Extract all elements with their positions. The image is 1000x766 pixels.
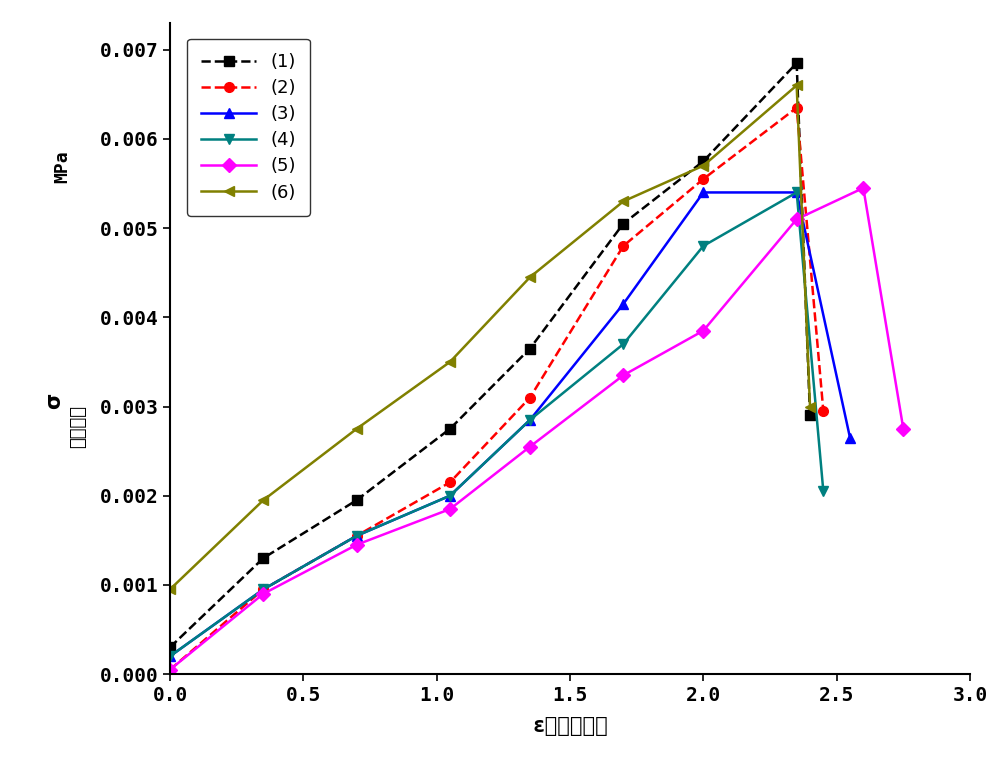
(6) (697, 161, 709, 170)
(2) (617, 241, 629, 250)
(2) (257, 584, 269, 594)
(2) (817, 407, 829, 416)
Line: (3): (3) (165, 188, 855, 661)
(2) (444, 478, 456, 487)
(6) (617, 197, 629, 206)
(6) (524, 273, 536, 282)
(5) (897, 424, 909, 434)
Line: (4): (4) (165, 188, 828, 661)
(3) (617, 300, 629, 309)
(5) (857, 183, 869, 192)
(4) (444, 491, 456, 500)
(2) (351, 532, 363, 541)
(4) (524, 415, 536, 424)
(4) (351, 532, 363, 541)
Line: (5): (5) (165, 183, 908, 675)
(5) (257, 589, 269, 598)
(5) (617, 371, 629, 380)
(6) (804, 402, 816, 411)
(1) (351, 496, 363, 505)
Text: σ: σ (44, 392, 64, 409)
(1) (791, 58, 803, 67)
(6) (351, 424, 363, 434)
(6) (257, 496, 269, 505)
Text: MPa: MPa (53, 150, 71, 182)
(3) (697, 188, 709, 197)
(3) (257, 584, 269, 594)
(1) (164, 643, 176, 652)
Line: (2): (2) (165, 103, 828, 675)
(5) (444, 505, 456, 514)
(4) (164, 652, 176, 661)
(4) (791, 188, 803, 197)
(3) (444, 491, 456, 500)
(2) (791, 103, 803, 113)
(2) (524, 393, 536, 402)
(1) (804, 411, 816, 420)
X-axis label: ε（应变）％: ε（应变）％ (532, 716, 608, 736)
(3) (524, 415, 536, 424)
(3) (164, 652, 176, 661)
(4) (617, 339, 629, 349)
(4) (817, 486, 829, 496)
(5) (791, 214, 803, 224)
(5) (697, 326, 709, 336)
Legend: (1), (2), (3), (4), (5), (6): (1), (2), (3), (4), (5), (6) (187, 38, 310, 216)
Line: (6): (6) (165, 80, 815, 594)
(1) (444, 424, 456, 434)
(5) (524, 442, 536, 451)
(6) (444, 357, 456, 366)
Text: （应力）: （应力） (69, 405, 87, 448)
(4) (697, 241, 709, 250)
(6) (164, 584, 176, 594)
(6) (791, 81, 803, 90)
(2) (164, 665, 176, 674)
(3) (791, 188, 803, 197)
(5) (164, 665, 176, 674)
(2) (697, 175, 709, 184)
(3) (351, 532, 363, 541)
(4) (257, 584, 269, 594)
(1) (697, 156, 709, 165)
(5) (351, 540, 363, 549)
Line: (1): (1) (165, 58, 815, 652)
(1) (257, 554, 269, 563)
(1) (617, 219, 629, 228)
(3) (844, 433, 856, 442)
(1) (524, 344, 536, 353)
